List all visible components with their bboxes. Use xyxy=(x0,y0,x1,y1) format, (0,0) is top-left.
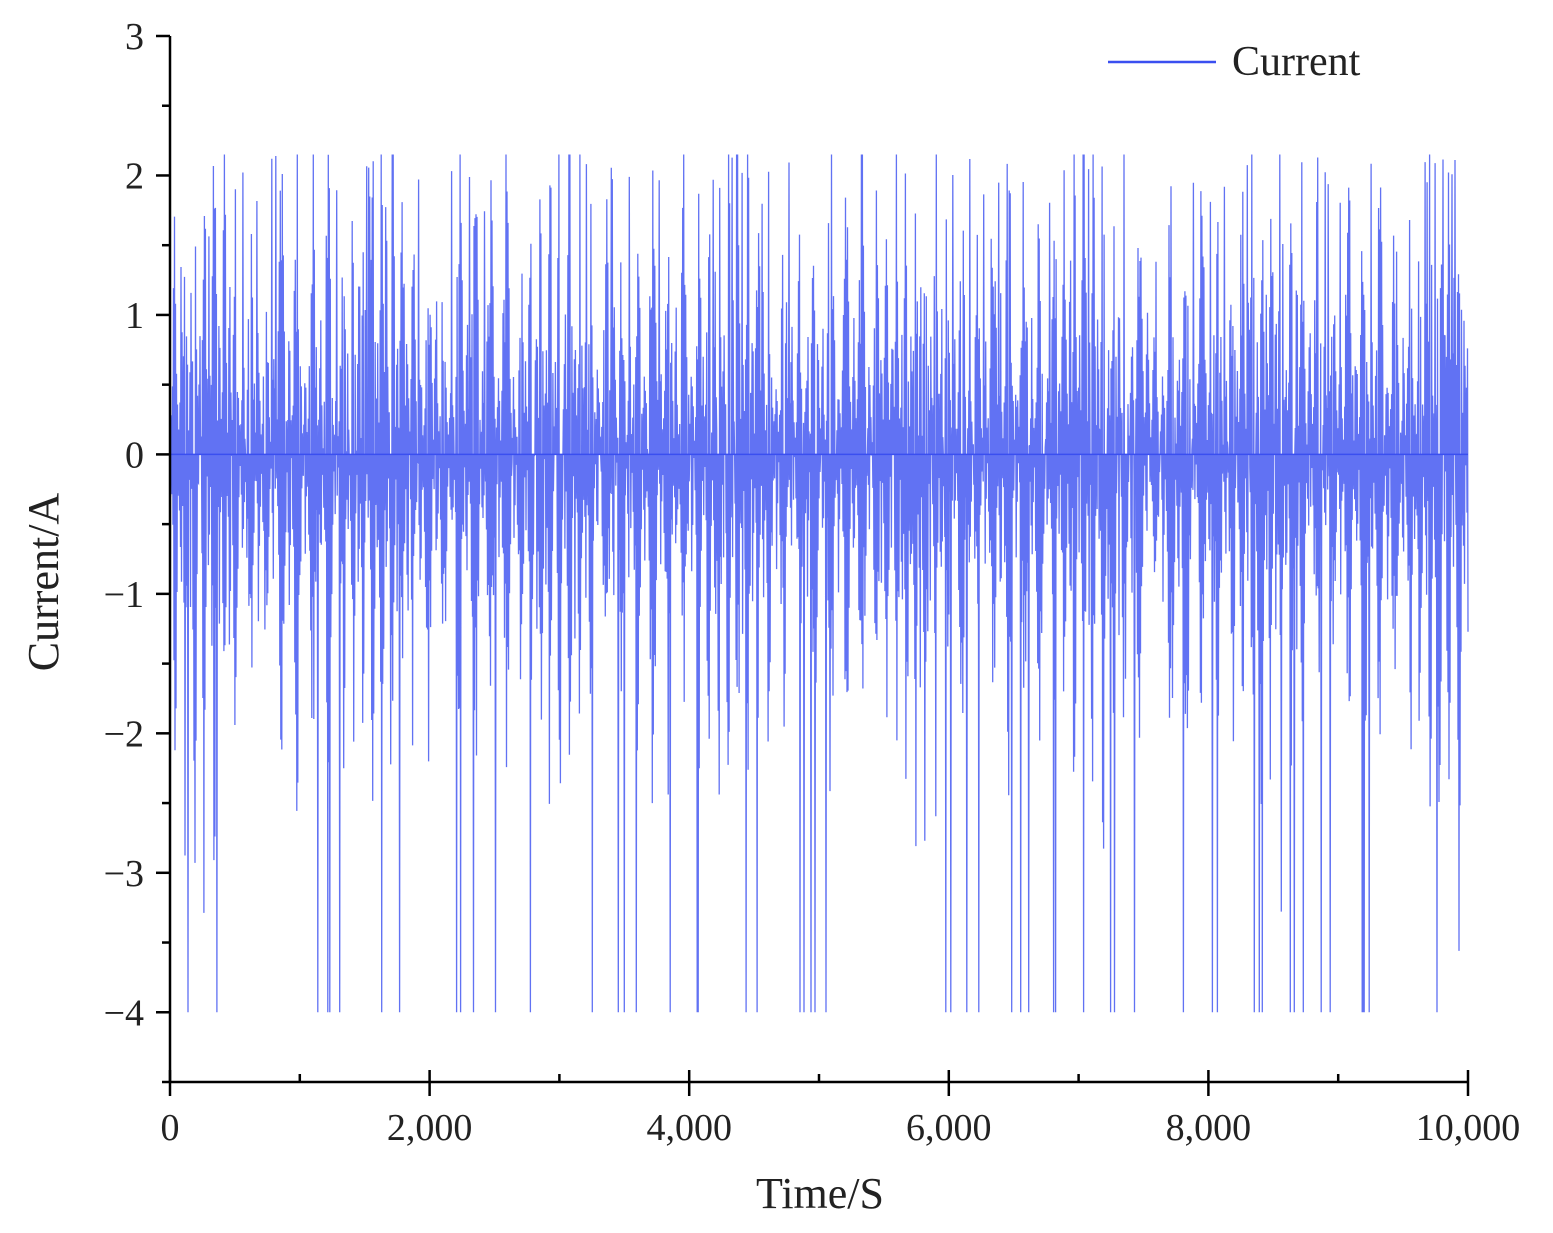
x-tick-label: 8,000 xyxy=(1166,1107,1252,1149)
x-tick-label: 6,000 xyxy=(906,1107,992,1149)
y-tick-label: −2 xyxy=(104,713,144,755)
x-axis-label: Time/S xyxy=(756,1169,884,1218)
x-tick-label: 0 xyxy=(161,1107,180,1149)
y-tick-label: 0 xyxy=(125,434,144,476)
x-tick-label: 2,000 xyxy=(387,1107,473,1149)
y-tick-label: 3 xyxy=(125,16,144,58)
legend-label-current: Current xyxy=(1232,39,1361,85)
y-tick-label: 1 xyxy=(125,295,144,337)
series-current-path xyxy=(169,154,1469,1013)
ticks xyxy=(156,34,1470,1096)
legend: Current xyxy=(1108,39,1361,85)
y-tick-label: 2 xyxy=(125,155,144,197)
y-tick-label: −4 xyxy=(104,992,144,1034)
y-tick-label: −1 xyxy=(104,574,144,616)
series-current-line xyxy=(169,154,1469,1013)
axes xyxy=(168,36,1468,1084)
y-tick-label: −3 xyxy=(104,853,144,895)
tick-labels: −4 −3 −2 −1 0 1 2 3 0 2,000 4,000 6,000 8,000 10,000 xyxy=(104,16,1521,1149)
x-tick-label: 10,000 xyxy=(1416,1107,1521,1149)
x-tick-label: 4,000 xyxy=(646,1107,732,1149)
y-axis-label: Current/A xyxy=(19,493,68,672)
